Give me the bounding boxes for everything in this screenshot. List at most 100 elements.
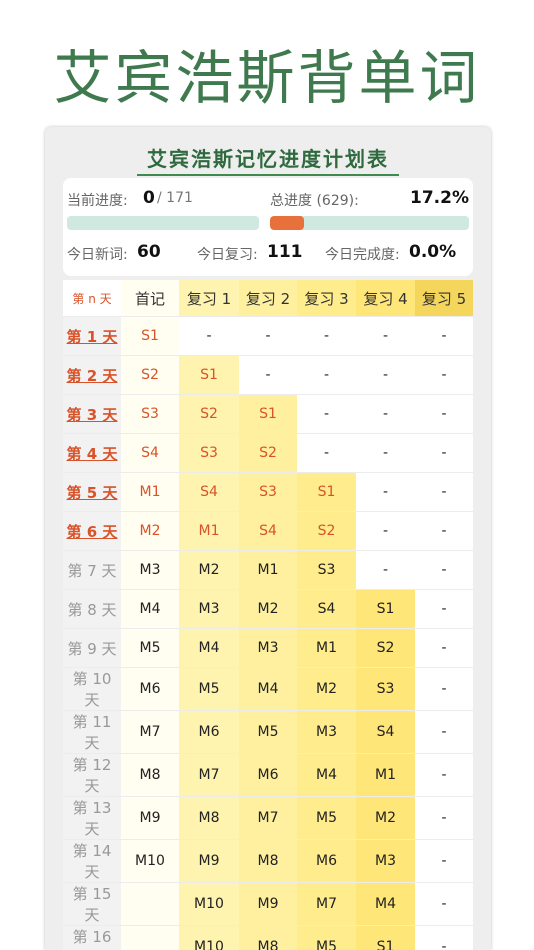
day-label[interactable]: 第 4 天 bbox=[63, 433, 121, 473]
schedule-cell: S3 bbox=[121, 394, 179, 434]
schedule-cell: M2 bbox=[179, 550, 239, 590]
schedule-cell: M5 bbox=[239, 710, 297, 754]
schedule-cell: S2 bbox=[179, 394, 239, 434]
schedule-cell: M8 bbox=[179, 796, 239, 840]
schedule-cell: S4 bbox=[121, 433, 179, 473]
schedule-cell bbox=[121, 882, 179, 926]
plan-card: 艾宾浩斯记忆进度计划表 当前进度: 0 / 171 总进度 (629): 17.… bbox=[45, 127, 491, 950]
total-progress-fill bbox=[270, 216, 305, 230]
schedule-cell: M4 bbox=[297, 753, 356, 797]
schedule-cell: S1 bbox=[297, 472, 356, 512]
table-row: 第 3 天 S3 S2 S1- - - bbox=[63, 394, 473, 434]
schedule-cell: S1 bbox=[239, 394, 297, 434]
schedule-cell: M5 bbox=[297, 925, 356, 950]
table-body: 第 1 天 S1- - - - - 第 2 天 S2 S1- - - - 第 3 天 S3 S2 S1- - - 第… bbox=[63, 316, 473, 950]
day-label[interactable]: 第 5 天 bbox=[63, 472, 121, 512]
day-label: 第 16 天 bbox=[63, 925, 121, 950]
schedule-cell: M4 bbox=[179, 628, 239, 668]
column-header: 首记 bbox=[121, 280, 179, 317]
schedule-cell: S1 bbox=[356, 925, 415, 950]
schedule-cell: S4 bbox=[356, 710, 415, 754]
app-title: 艾宾浩斯背单词 bbox=[53, 44, 481, 112]
schedule-cell: S4 bbox=[179, 472, 239, 512]
day-label[interactable]: 第 3 天 bbox=[63, 394, 121, 434]
schedule-cell: - bbox=[356, 550, 415, 590]
schedule-cell: - bbox=[415, 511, 473, 551]
table-row: 第 4 天 S4 S3 S2- - - bbox=[63, 433, 473, 473]
schedule-cell: - bbox=[415, 550, 473, 590]
table-row: 第 15 天 M10 M9 M7 M4- bbox=[63, 882, 473, 926]
schedule-cell: - bbox=[415, 433, 473, 473]
table-row: 第 6 天 M2 M1 S4 S2- - bbox=[63, 511, 473, 551]
table-row: 第 11 天 M7 M6 M5 M3 S4- bbox=[63, 710, 473, 754]
schedule-cell: M7 bbox=[179, 753, 239, 797]
table-row: 第 5 天 M1 S4 S3 S1- - bbox=[63, 472, 473, 512]
schedule-cell: S1 bbox=[179, 355, 239, 395]
schedule-cell: - bbox=[356, 316, 415, 356]
schedule-cell: S4 bbox=[297, 589, 356, 629]
today-complete-label: 今日完成度: bbox=[325, 247, 400, 263]
schedule-cell: S1 bbox=[121, 316, 179, 356]
schedule-cell: M3 bbox=[297, 710, 356, 754]
table-row: 第 7 天 M3 M2 M1 S3- - bbox=[63, 550, 473, 590]
schedule-cell: M5 bbox=[121, 628, 179, 668]
column-header: 复习 1 bbox=[179, 280, 239, 317]
schedule-cell: S2 bbox=[297, 511, 356, 551]
column-header: 复习 4 bbox=[356, 280, 415, 317]
schedule-cell: M6 bbox=[179, 710, 239, 754]
schedule-cell: M8 bbox=[239, 925, 297, 950]
schedule-cell: - bbox=[297, 394, 356, 434]
schedule-cell: - bbox=[356, 433, 415, 473]
schedule-cell: S4 bbox=[239, 511, 297, 551]
schedule-cell: M10 bbox=[121, 839, 179, 883]
table-row: 第 2 天 S2 S1- - - - bbox=[63, 355, 473, 395]
day-label: 第 15 天 bbox=[63, 882, 121, 926]
schedule-cell: M8 bbox=[239, 839, 297, 883]
schedule-table: 第 n 天首记 复习 1 复习 2 复习 3 复习 4 复习 5 第 1 天 S1- - - - -… bbox=[63, 280, 473, 950]
current-progress-total: / 171 bbox=[157, 190, 193, 206]
schedule-cell: - bbox=[415, 710, 473, 754]
day-label: 第 13 天 bbox=[63, 796, 121, 840]
column-header: 第 n 天 bbox=[63, 280, 121, 317]
day-label: 第 11 天 bbox=[63, 710, 121, 754]
schedule-cell: - bbox=[415, 355, 473, 395]
schedule-cell: S2 bbox=[239, 433, 297, 473]
current-progress-label: 当前进度: bbox=[67, 193, 128, 209]
current-progress-value: 0 bbox=[143, 188, 155, 208]
schedule-cell: M2 bbox=[239, 589, 297, 629]
schedule-cell: M4 bbox=[239, 667, 297, 711]
schedule-cell: - bbox=[415, 394, 473, 434]
day-label[interactable]: 第 2 天 bbox=[63, 355, 121, 395]
schedule-cell: M1 bbox=[239, 550, 297, 590]
schedule-cell: - bbox=[415, 589, 473, 629]
schedule-cell bbox=[121, 925, 179, 950]
schedule-cell: S2 bbox=[356, 628, 415, 668]
schedule-cell: - bbox=[415, 753, 473, 797]
day-label: 第 8 天 bbox=[63, 589, 121, 629]
schedule-cell: M6 bbox=[239, 753, 297, 797]
table-row: 第 1 天 S1- - - - - bbox=[63, 316, 473, 356]
schedule-cell: - bbox=[297, 355, 356, 395]
day-label[interactable]: 第 1 天 bbox=[63, 316, 121, 356]
schedule-cell: M7 bbox=[239, 796, 297, 840]
schedule-cell: M9 bbox=[121, 796, 179, 840]
schedule-cell: - bbox=[239, 316, 297, 356]
day-label: 第 12 天 bbox=[63, 753, 121, 797]
schedule-cell: M2 bbox=[297, 667, 356, 711]
schedule-cell: M5 bbox=[297, 796, 356, 840]
schedule-cell: M9 bbox=[239, 882, 297, 926]
schedule-cell: M10 bbox=[179, 925, 239, 950]
schedule-cell: - bbox=[297, 433, 356, 473]
schedule-cell: S3 bbox=[356, 667, 415, 711]
stats-panel: 当前进度: 0 / 171 总进度 (629): 17.2% 今日新词: 60 … bbox=[63, 178, 473, 276]
total-progress-value: 17.2% bbox=[410, 188, 469, 208]
day-label[interactable]: 第 6 天 bbox=[63, 511, 121, 551]
schedule-cell: M1 bbox=[121, 472, 179, 512]
column-header: 复习 3 bbox=[297, 280, 356, 317]
total-progress-bar bbox=[270, 216, 469, 230]
table-row: 第 10 天 M6 M5 M4 M2 S3- bbox=[63, 667, 473, 711]
schedule-cell: - bbox=[415, 925, 473, 950]
table-header-row: 第 n 天首记 复习 1 复习 2 复习 3 复习 4 复习 5 bbox=[63, 280, 473, 317]
schedule-cell: M1 bbox=[179, 511, 239, 551]
